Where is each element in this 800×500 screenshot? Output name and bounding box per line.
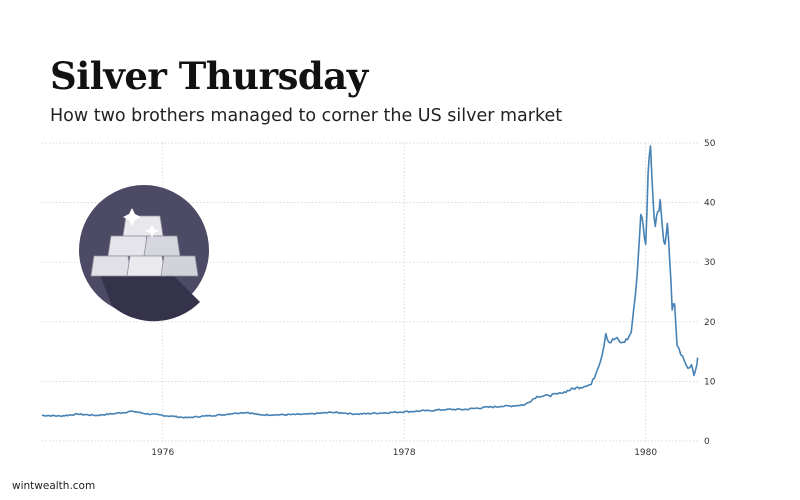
y-tick-label: 30 (704, 258, 716, 268)
y-tick-label: 50 (704, 139, 716, 149)
silver-price-line (41, 145, 699, 419)
y-tick-label: 10 (704, 377, 716, 387)
x-tick-label: 1978 (393, 448, 416, 458)
chart-subtitle: How two brothers managed to corner the U… (50, 106, 563, 126)
y-tick-label: 40 (704, 199, 716, 209)
y-tick-label: 0 (704, 437, 710, 447)
x-axis-tick-labels: 1976 1978 1980 (151, 448, 657, 458)
chart-title: Silver Thursday (50, 54, 368, 98)
x-tick-label: 1976 (151, 448, 174, 458)
silver-bars-icon (79, 185, 209, 322)
source-credit: wintwealth.com (12, 480, 96, 492)
y-tick-label: 20 (704, 318, 716, 328)
y-axis-tick-labels: 0 10 20 30 40 50 (704, 139, 716, 447)
x-tick-label: 1980 (634, 448, 657, 458)
